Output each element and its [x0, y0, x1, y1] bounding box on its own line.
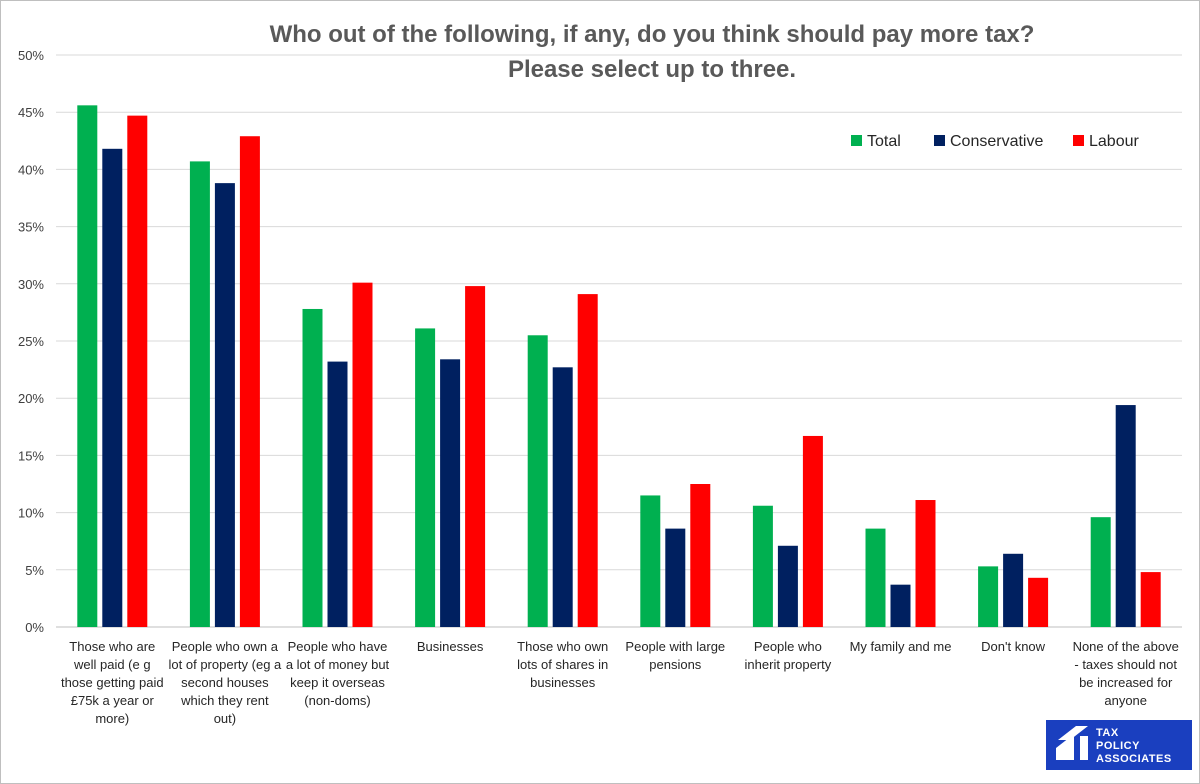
bar-conservative — [327, 361, 348, 627]
bar-conservative — [1115, 405, 1136, 627]
bar-labour — [577, 294, 598, 627]
x-category-label: People who inherit property — [745, 639, 832, 672]
x-category-label: Don't know — [981, 639, 1046, 654]
y-tick-label: 5% — [25, 563, 44, 578]
x-category-label: People who have a lot of money but keep it… — [286, 639, 390, 708]
bar-labour — [465, 286, 486, 627]
legend-label: Conservative — [950, 133, 1043, 150]
y-tick-label: 15% — [18, 448, 44, 463]
x-category-label: Those who are well paid (e g those getting… — [61, 639, 164, 726]
bar-conservative — [890, 584, 911, 627]
y-tick-label: 20% — [18, 391, 44, 406]
logo-mark-icon — [1056, 726, 1088, 760]
x-axis: Those who are well paid (e g those getting… — [61, 639, 1179, 726]
bar-conservative — [214, 183, 235, 628]
y-tick-label: 30% — [18, 277, 44, 292]
x-category-label: None of the above - taxes should not be in… — [1073, 639, 1179, 708]
bar-total — [415, 328, 436, 627]
logo-text-line: TAX — [1096, 727, 1119, 739]
chart-title: Who out of the following, if any, do you… — [270, 21, 1035, 83]
bar-conservative — [777, 545, 798, 627]
bar-labour — [352, 282, 373, 627]
legend-swatch — [851, 135, 862, 146]
bar-total — [640, 495, 661, 627]
chart-title-line: Please select up to three. — [508, 56, 796, 83]
x-category-label: Those who own lots of shares in businesses — [517, 639, 608, 690]
x-category-label: Businesses — [417, 639, 484, 654]
x-category-label: People with large pensions — [625, 639, 725, 672]
bar-conservative — [440, 359, 461, 627]
logo-text-line: POLICY — [1096, 740, 1140, 752]
bar-labour — [127, 115, 148, 627]
bar-conservative — [665, 528, 686, 627]
bar-total — [302, 308, 323, 627]
bar-labour — [1140, 572, 1161, 627]
y-tick-label: 45% — [18, 105, 44, 120]
y-tick-label: 40% — [18, 162, 44, 177]
bar-total — [865, 528, 886, 627]
legend-swatch — [934, 135, 945, 146]
bar-conservative — [1003, 553, 1024, 627]
bar-total — [978, 566, 999, 627]
bar-total — [189, 161, 210, 627]
bar-labour — [690, 484, 711, 627]
bar-conservative — [102, 148, 123, 628]
y-tick-label: 10% — [18, 506, 44, 521]
bar-labour — [239, 136, 260, 627]
bar-labour — [1028, 577, 1049, 627]
y-axis: 0% 5% 10% 15% 20% 25% 30% 35% 40% 45% 50% — [18, 48, 44, 635]
bar-conservative — [552, 367, 573, 627]
legend: Total Conservative Labour — [851, 133, 1139, 150]
y-tick-label: 25% — [18, 334, 44, 349]
y-tick-label: 0% — [25, 620, 44, 635]
bar-total — [752, 505, 773, 627]
chart-title-line: Who out of the following, if any, do you… — [270, 21, 1035, 48]
y-tick-label: 50% — [18, 48, 44, 63]
legend-swatch — [1073, 135, 1084, 146]
y-tick-label: 35% — [18, 220, 44, 235]
bars — [77, 105, 1161, 628]
logo-text-line: ASSOCIATES — [1096, 753, 1172, 765]
bar-total — [1090, 517, 1111, 627]
x-category-label: People who own a lot of property (eg a sec… — [169, 639, 282, 726]
legend-label: Total — [867, 133, 901, 150]
bar-total — [77, 105, 98, 627]
x-category-label: My family and me — [850, 639, 952, 654]
bar-labour — [915, 500, 936, 627]
bar-total — [527, 335, 548, 627]
bar-labour — [802, 435, 823, 627]
legend-label: Labour — [1089, 133, 1139, 150]
